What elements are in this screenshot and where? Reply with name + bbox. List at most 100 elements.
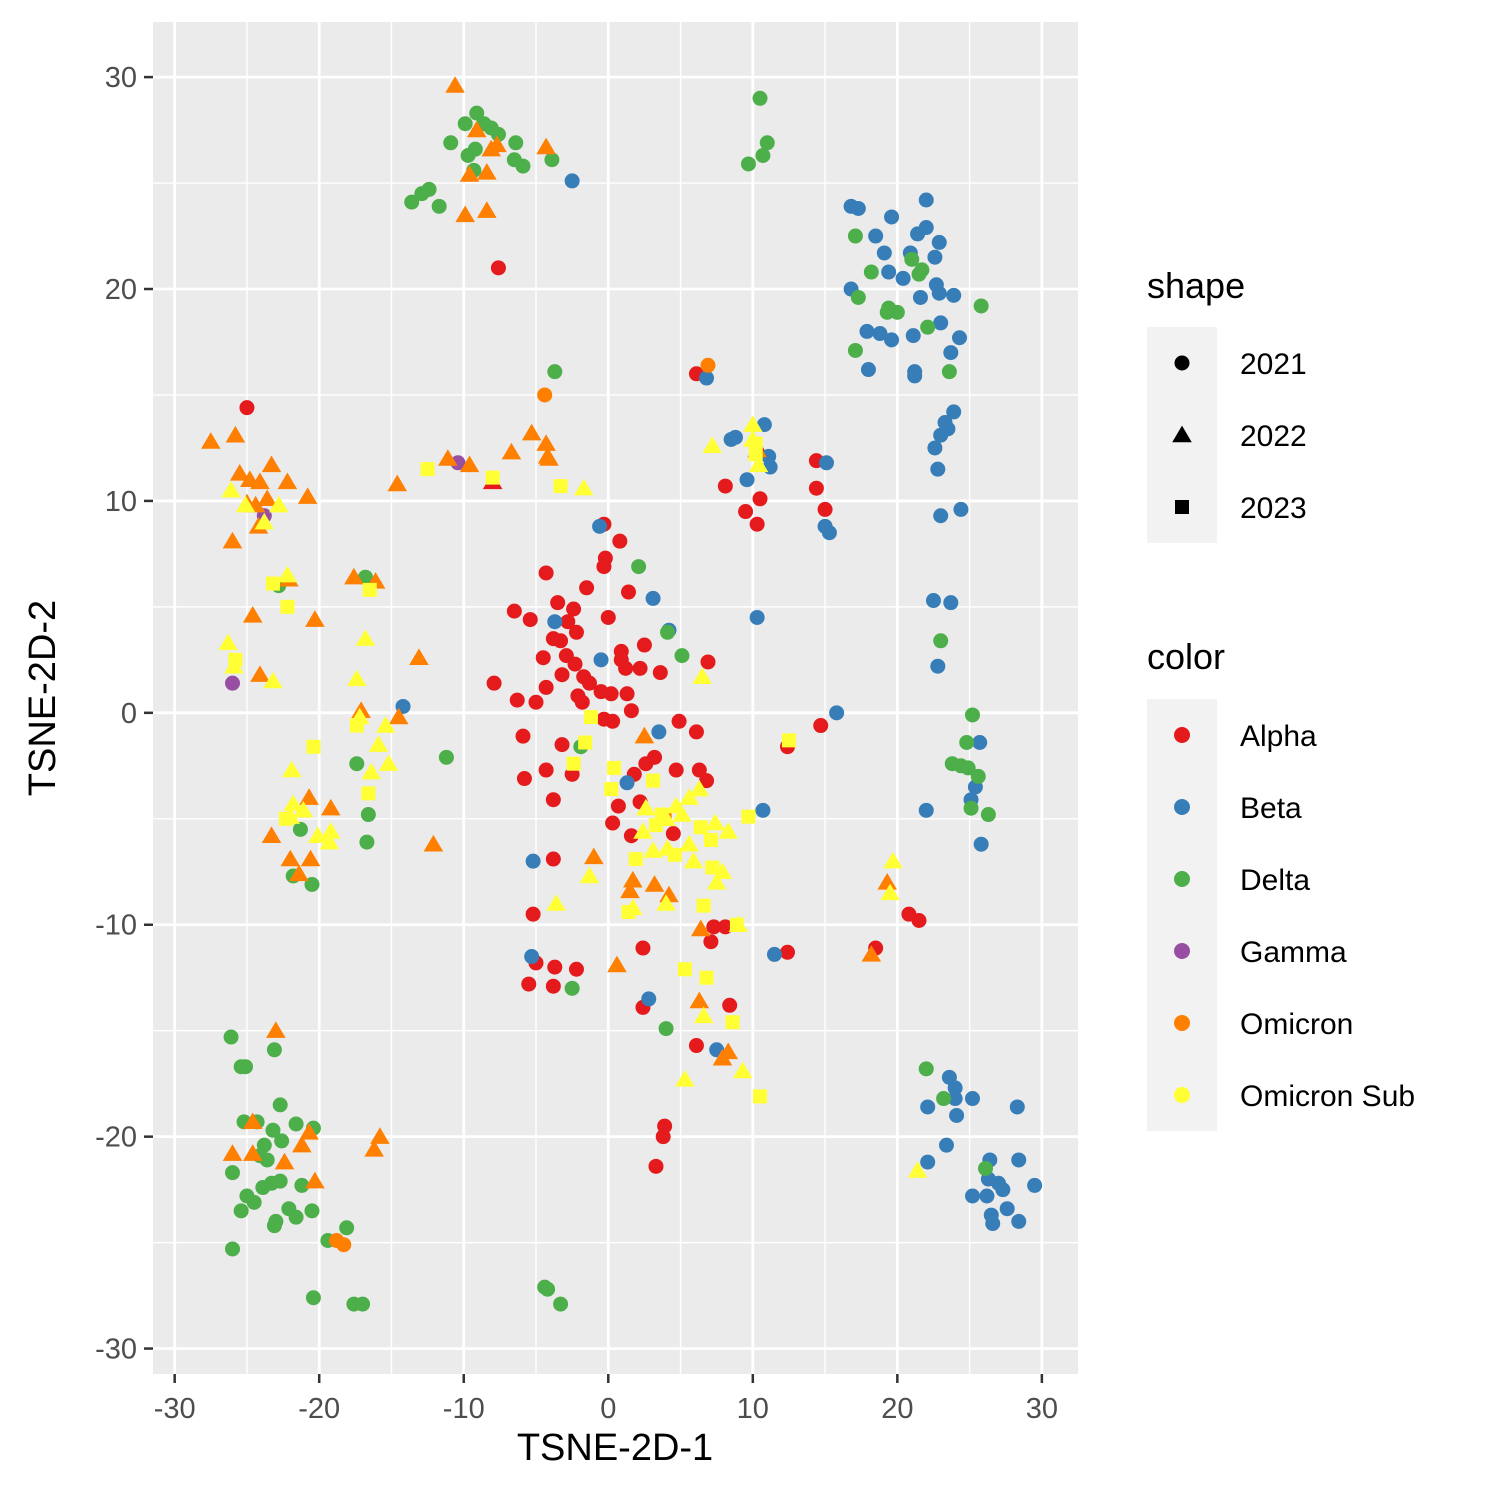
point-omicron-sub xyxy=(880,883,900,901)
point-delta xyxy=(349,756,365,772)
color-legend-key-delta xyxy=(1174,871,1190,887)
point-omicron xyxy=(423,834,444,852)
point-delta xyxy=(457,116,473,132)
point-beta xyxy=(819,455,835,471)
point-alpha xyxy=(567,656,583,672)
point-beta xyxy=(876,245,892,261)
point-omicron xyxy=(388,707,409,725)
point-delta xyxy=(740,156,756,172)
point-beta xyxy=(927,440,943,456)
point-delta xyxy=(438,749,454,765)
point-delta xyxy=(469,105,485,121)
y-tick-label: 10 xyxy=(105,486,137,518)
point-omicron-sub xyxy=(283,794,303,812)
point-beta xyxy=(946,287,962,303)
point-omicron-sub xyxy=(672,805,692,822)
point-alpha xyxy=(700,654,716,670)
point-omicron xyxy=(634,726,655,744)
point-delta xyxy=(265,1122,281,1138)
point-beta xyxy=(933,427,949,443)
point-omicron xyxy=(445,76,465,93)
point-delta xyxy=(288,1209,304,1225)
point-omicron-sub xyxy=(604,782,619,797)
point-omicron xyxy=(225,425,246,443)
point-alpha xyxy=(817,501,833,517)
point-omicron xyxy=(620,881,640,899)
y-axis-title: TSNE-2D-2 xyxy=(22,600,64,796)
point-delta xyxy=(904,251,920,267)
point-omicron-sub xyxy=(361,762,382,780)
point-omicron xyxy=(305,610,325,627)
point-omicron-sub xyxy=(306,739,321,754)
point-delta xyxy=(850,289,866,305)
point-alpha xyxy=(581,675,597,691)
point-omicron-sub xyxy=(712,862,733,879)
point-delta xyxy=(233,1203,249,1219)
point-omicron-sub xyxy=(362,582,377,597)
point-omicron xyxy=(623,870,643,888)
point-beta xyxy=(949,1107,965,1123)
point-alpha xyxy=(665,826,681,842)
point-alpha xyxy=(568,624,584,640)
point-beta xyxy=(645,590,661,606)
point-beta xyxy=(920,1154,936,1170)
point-alpha xyxy=(535,650,551,666)
point-beta xyxy=(918,220,934,236)
point-omicron-sub xyxy=(689,779,710,797)
x-tick-label: 10 xyxy=(737,1393,769,1425)
point-alpha xyxy=(239,400,255,416)
shape-legend-label-2022: 2022 xyxy=(1240,420,1307,453)
point-alpha xyxy=(596,559,612,575)
point-omicron-sub xyxy=(648,818,663,833)
point-delta xyxy=(490,126,506,142)
point-alpha xyxy=(506,603,522,619)
point-alpha xyxy=(779,944,795,960)
y-tick-label: -30 xyxy=(95,1334,137,1366)
x-tick-label: -10 xyxy=(443,1393,485,1425)
point-alpha xyxy=(636,637,652,653)
point-omicron-sub xyxy=(368,735,389,752)
point-omicron xyxy=(438,449,458,466)
point-omicron xyxy=(459,455,480,473)
point-omicron-sub xyxy=(254,512,275,530)
point-beta xyxy=(947,1091,963,1107)
point-omicron xyxy=(242,606,263,623)
point-alpha xyxy=(621,584,637,600)
point-alpha xyxy=(538,762,554,778)
point-omicron xyxy=(277,472,298,490)
point-delta xyxy=(288,1116,304,1132)
point-beta xyxy=(918,192,934,208)
point-beta xyxy=(739,472,755,488)
point-delta xyxy=(973,298,989,314)
point-alpha xyxy=(545,978,561,994)
point-delta xyxy=(564,980,580,996)
point-omicron xyxy=(364,1140,384,1157)
color-legend-key-beta xyxy=(1174,799,1190,815)
point-alpha xyxy=(623,828,639,844)
point-omicron-sub xyxy=(320,822,341,839)
point-alpha xyxy=(521,976,537,992)
shape-legend-key-2022 xyxy=(1172,425,1192,443)
axes: -30 -20 -10 0 10 20 30 -30 -20 -10 0 10 20 30 xyxy=(95,62,1058,1425)
point-delta xyxy=(544,152,560,168)
point-beta xyxy=(930,658,946,674)
point-beta xyxy=(884,332,900,348)
point-delta xyxy=(980,807,996,823)
point-delta xyxy=(224,1241,240,1257)
point-alpha xyxy=(579,580,595,596)
point-omicron-sub xyxy=(643,841,663,858)
point-beta xyxy=(641,991,657,1007)
y-tick-label: -10 xyxy=(95,910,137,942)
point-omicron-sub xyxy=(583,710,598,725)
point-omicron-sub xyxy=(485,470,500,485)
color-legend-label-delta: Delta xyxy=(1240,864,1310,897)
point-omicron-sub xyxy=(743,430,763,447)
point-omicron xyxy=(261,455,282,473)
color-legend-key-alpha xyxy=(1174,727,1190,743)
x-tick-label: 0 xyxy=(600,1393,616,1425)
point-delta xyxy=(970,768,986,784)
point-alpha xyxy=(605,815,621,831)
point-delta xyxy=(674,648,690,664)
shape-legend-title: shape xyxy=(1147,265,1245,306)
point-beta xyxy=(938,1137,954,1153)
